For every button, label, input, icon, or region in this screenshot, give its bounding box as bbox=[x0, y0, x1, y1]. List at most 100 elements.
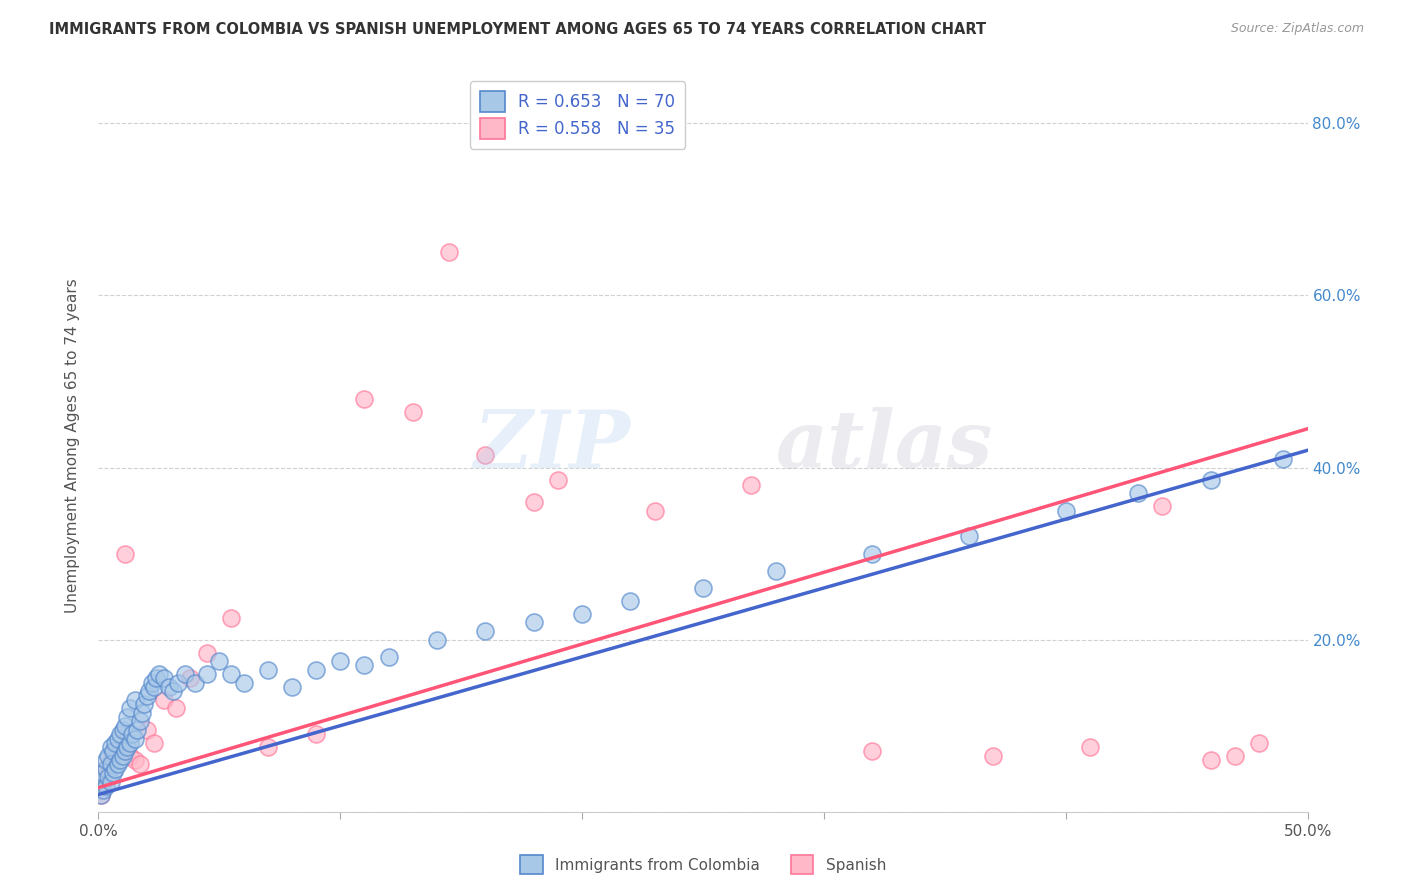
Point bbox=[107, 757, 129, 772]
Point bbox=[329, 654, 352, 668]
Point bbox=[91, 783, 114, 797]
Point bbox=[111, 723, 134, 737]
Point bbox=[860, 547, 883, 561]
Point bbox=[157, 680, 180, 694]
Point bbox=[1272, 451, 1295, 466]
Point bbox=[114, 719, 136, 733]
Point bbox=[221, 611, 243, 625]
Point bbox=[195, 646, 218, 660]
Legend: Immigrants from Colombia, Spanish: Immigrants from Colombia, Spanish bbox=[513, 849, 893, 880]
Point bbox=[143, 680, 166, 694]
Point bbox=[957, 529, 980, 543]
Y-axis label: Unemployment Among Ages 65 to 74 years: Unemployment Among Ages 65 to 74 years bbox=[65, 278, 80, 614]
Point bbox=[128, 714, 150, 729]
Point bbox=[145, 671, 167, 685]
Point bbox=[1078, 740, 1101, 755]
Point bbox=[121, 727, 143, 741]
Point bbox=[100, 753, 122, 767]
Point bbox=[221, 667, 243, 681]
Point bbox=[474, 624, 496, 638]
Point bbox=[174, 667, 197, 681]
Point bbox=[104, 744, 127, 758]
Point bbox=[353, 658, 375, 673]
Point bbox=[100, 757, 122, 772]
Point bbox=[1054, 503, 1077, 517]
Point bbox=[377, 649, 399, 664]
Point bbox=[90, 788, 112, 802]
Text: atlas: atlas bbox=[776, 408, 993, 484]
Point bbox=[94, 779, 117, 793]
Point bbox=[97, 770, 120, 784]
Point bbox=[152, 671, 174, 685]
Point bbox=[131, 706, 153, 720]
Point bbox=[114, 547, 136, 561]
Point bbox=[90, 788, 112, 802]
Point bbox=[108, 736, 131, 750]
Point bbox=[118, 736, 141, 750]
Point bbox=[124, 731, 146, 746]
Point bbox=[100, 740, 122, 755]
Text: ZIP: ZIP bbox=[474, 408, 630, 484]
Text: Source: ZipAtlas.com: Source: ZipAtlas.com bbox=[1230, 22, 1364, 36]
Point bbox=[91, 766, 114, 780]
Point bbox=[118, 701, 141, 715]
Point bbox=[523, 615, 546, 630]
Point bbox=[281, 680, 304, 694]
Point bbox=[426, 632, 449, 647]
Point bbox=[547, 474, 569, 488]
Point bbox=[94, 762, 117, 776]
Point bbox=[860, 744, 883, 758]
Point bbox=[127, 723, 149, 737]
Point bbox=[128, 757, 150, 772]
Point bbox=[101, 766, 124, 780]
Point bbox=[141, 675, 163, 690]
Point bbox=[134, 697, 156, 711]
Point bbox=[571, 607, 593, 621]
Point bbox=[152, 693, 174, 707]
Point bbox=[104, 762, 127, 776]
Point bbox=[135, 689, 157, 703]
Point bbox=[1199, 753, 1222, 767]
Point bbox=[256, 663, 278, 677]
Point bbox=[97, 766, 120, 780]
Point bbox=[111, 748, 134, 763]
Point bbox=[474, 448, 496, 462]
Point bbox=[981, 748, 1004, 763]
Point bbox=[305, 663, 328, 677]
Point bbox=[114, 744, 136, 758]
Point bbox=[167, 675, 190, 690]
Text: IMMIGRANTS FROM COLOMBIA VS SPANISH UNEMPLOYMENT AMONG AGES 65 TO 74 YEARS CORRE: IMMIGRANTS FROM COLOMBIA VS SPANISH UNEM… bbox=[49, 22, 987, 37]
Point bbox=[1199, 474, 1222, 488]
Point bbox=[179, 671, 201, 685]
Point bbox=[1249, 736, 1271, 750]
Point bbox=[101, 744, 124, 758]
Point bbox=[619, 594, 641, 608]
Point bbox=[353, 392, 375, 406]
Point bbox=[1223, 748, 1246, 763]
Point bbox=[118, 748, 141, 763]
Point bbox=[124, 753, 146, 767]
Point bbox=[94, 753, 117, 767]
Point bbox=[117, 710, 139, 724]
Point bbox=[94, 762, 117, 776]
Point bbox=[143, 736, 166, 750]
Point bbox=[644, 503, 666, 517]
Point bbox=[1152, 500, 1174, 514]
Legend: R = 0.653   N = 70, R = 0.558   N = 35: R = 0.653 N = 70, R = 0.558 N = 35 bbox=[470, 81, 685, 149]
Point bbox=[97, 748, 120, 763]
Point bbox=[138, 684, 160, 698]
Point bbox=[124, 693, 146, 707]
Point bbox=[692, 581, 714, 595]
Point bbox=[184, 675, 207, 690]
Point bbox=[402, 404, 425, 418]
Point bbox=[90, 774, 112, 789]
Point bbox=[100, 774, 122, 789]
Point bbox=[162, 684, 184, 698]
Point bbox=[740, 477, 762, 491]
Point bbox=[305, 727, 328, 741]
Point bbox=[148, 667, 170, 681]
Point bbox=[256, 740, 278, 755]
Point bbox=[765, 564, 787, 578]
Point bbox=[165, 701, 187, 715]
Point bbox=[195, 667, 218, 681]
